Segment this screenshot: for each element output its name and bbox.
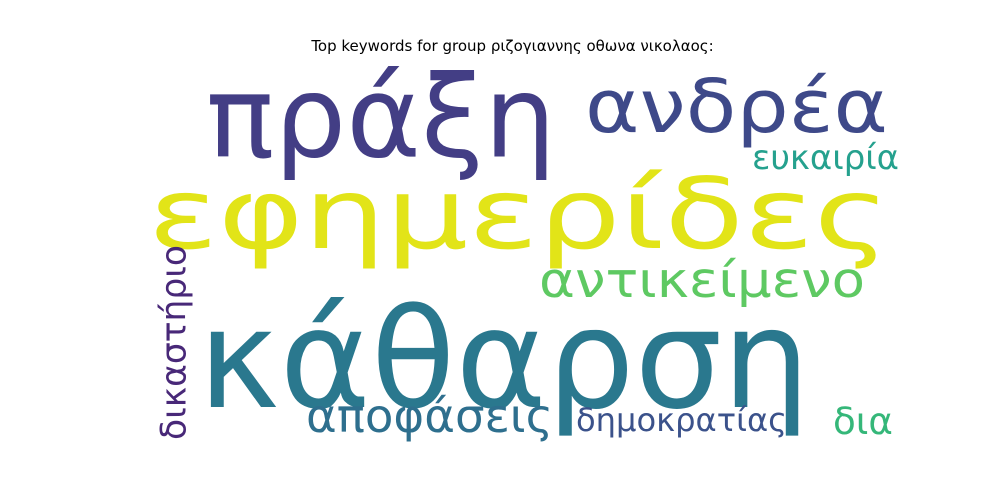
cloud-word-3: πράξη	[206, 52, 556, 184]
cloud-word-6: ευκαιρία	[752, 138, 899, 177]
cloud-word-2: κάθαρση	[198, 280, 810, 440]
cloud-word-10: δια	[833, 399, 893, 443]
cloud-word-8: δημοκρατίας	[576, 401, 787, 439]
cloud-word-1: εφημερίδες	[148, 158, 890, 272]
cloud-word-5: αντικείμενο	[539, 251, 865, 309]
cloud-word-4: ανδρέα	[585, 65, 888, 150]
cloud-word-9: δικαστήριο	[155, 245, 195, 440]
chart-title: Top keywords for group ριζογιαννης οθωνα…	[311, 37, 714, 55]
cloud-word-7: αποφάσεις	[306, 390, 553, 444]
